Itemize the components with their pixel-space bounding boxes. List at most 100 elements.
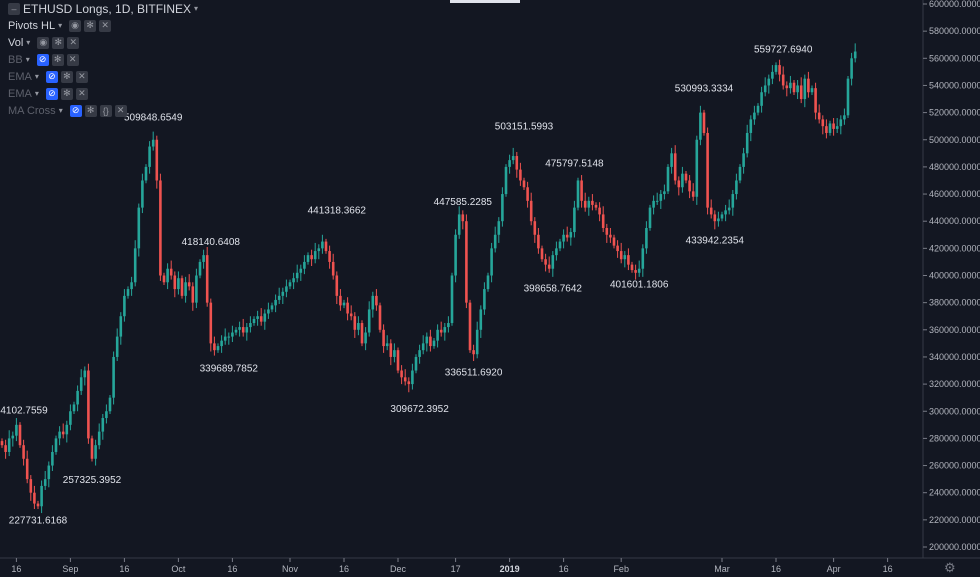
candle-body [605,227,609,235]
chevron-down-icon[interactable]: ▾ [58,106,63,115]
eye-off-icon[interactable]: ⊘ [45,70,58,83]
candle-body [695,139,699,197]
gear-icon[interactable]: ✻ [60,87,73,100]
chevron-down-icon[interactable]: ▾ [34,72,39,81]
candle-body [454,234,457,276]
eye-icon[interactable]: ◉ [37,36,50,49]
chevron-down-icon[interactable]: ▾ [34,89,39,98]
pivot-label: 559727.6940 [754,45,813,56]
candle-body [357,323,360,330]
candle-body [425,336,429,344]
chevron-down-icon[interactable]: ▾ [25,55,30,64]
indicator-vol[interactable]: Vol ▾ ◉ ✻ ✕ [8,34,202,51]
x-tick-label: Dec [390,564,407,574]
candle-body [349,313,353,317]
y-tick-label: 220000.0000 [929,515,980,525]
candle-body [580,180,583,201]
indicator-pivots-hl[interactable]: Pivots HL ▾ ◉ ✻ ✕ [8,17,202,34]
candle-body [43,479,47,486]
pivot-label: 509848.6549 [124,112,183,123]
candle-body [591,200,594,205]
candle-body [353,316,357,330]
indicator-ma-cross[interactable]: MA Cross ▾ ⊘ ✻{} ✕ [8,102,202,119]
close-icon[interactable]: ✕ [66,53,79,66]
y-tick-label: 300000.0000 [929,406,980,416]
candle-body [169,268,173,276]
candle-body [36,503,40,507]
candle-body [529,200,533,222]
candle-body [533,221,537,235]
candle-body [238,327,241,330]
gear-icon[interactable]: ✻ [51,53,64,66]
candle-body [295,272,299,279]
candle-body [151,139,155,147]
x-tick-label: Sep [62,564,78,574]
chevron-down-icon[interactable]: ▾ [26,38,31,47]
y-tick-label: 580000.0000 [929,26,980,36]
candle-body [598,207,601,215]
candle-body [843,115,846,120]
y-tick-label: 480000.0000 [929,162,980,172]
collapse-icon[interactable]: – [8,2,20,15]
chevron-down-icon[interactable]: ▾ [194,4,199,13]
indicator-ema[interactable]: EMA ▾ ⊘ ✻ ✕ [8,85,202,102]
candle-body [411,370,414,385]
candle-body [65,424,69,435]
top-handle[interactable] [450,0,520,3]
candle-body [641,248,645,269]
candle-body [87,370,90,439]
candle-body [789,82,792,89]
braces-icon[interactable]: {} [99,104,112,117]
candle-body [281,291,285,296]
candle-body [835,126,839,129]
y-tick-label: 400000.0000 [929,271,980,281]
gear-icon[interactable]: ✻ [84,19,97,32]
candle-body [583,200,587,208]
eye-off-icon[interactable]: ⊘ [69,104,82,117]
eye-icon[interactable]: ◉ [69,19,82,32]
candle-body [76,390,79,405]
indicator-bb[interactable]: BB ▾ ⊘ ✻ ✕ [8,51,202,68]
candle-body [205,255,209,303]
candle-body [508,160,511,167]
candle-body [749,119,753,133]
gear-icon[interactable]: ✻ [84,104,97,117]
settings-gear-icon[interactable]: ⚙ [944,560,956,575]
indicator-ema[interactable]: EMA ▾ ⊘ ✻ ✕ [8,68,202,85]
close-icon[interactable]: ✕ [99,19,112,32]
close-icon[interactable]: ✕ [114,104,127,117]
candle-body [652,200,655,208]
chart-title-row[interactable]: – ETHUSD Longs, 1D, BITFINEX ▾ [8,0,202,17]
candle-body [209,302,213,344]
eye-off-icon[interactable]: ⊘ [36,53,49,66]
close-icon[interactable]: ✕ [67,36,80,49]
candle-body [436,329,439,341]
candle-body [677,180,681,188]
candle-body [792,82,796,93]
candle-body [753,112,756,120]
candle-body [601,214,605,228]
candle-body [807,78,810,93]
candle-body [645,227,648,249]
x-tick-label: Apr [827,564,841,574]
candle-body [825,126,828,133]
candle-body [101,418,105,432]
candle-body [83,370,87,378]
gear-icon[interactable]: ✻ [52,36,65,49]
candle-body [227,336,231,338]
gear-icon[interactable]: ✻ [60,70,73,83]
candle-body [375,295,378,306]
candle-body [393,350,396,357]
candle-body [18,424,22,446]
candle-body [259,316,263,322]
eye-off-icon[interactable]: ⊘ [45,87,58,100]
candle-body [61,431,65,435]
candle-body [587,200,591,208]
close-icon[interactable]: ✕ [75,70,88,83]
candle-body [360,323,364,344]
close-icon[interactable]: ✕ [75,87,88,100]
candle-body [123,295,126,317]
chevron-down-icon[interactable]: ▾ [58,21,63,30]
candle-body [810,88,814,93]
